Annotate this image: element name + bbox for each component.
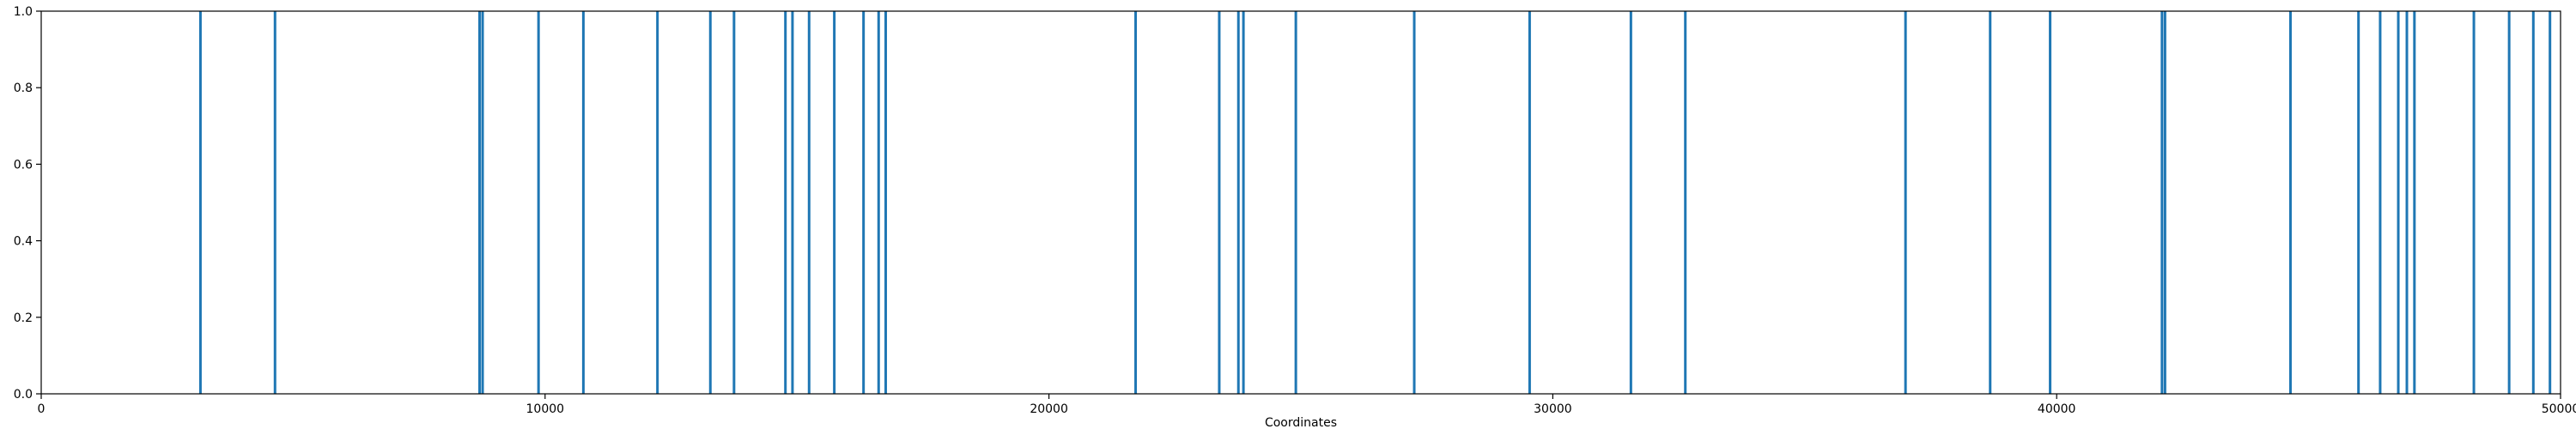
- x-tick-label: 10000: [526, 402, 565, 416]
- x-tick-label: 0: [38, 402, 46, 416]
- plot-frame: [40, 10, 2561, 395]
- y-tick-label: 0.8: [14, 82, 33, 95]
- y-tick-label: 0.4: [14, 235, 33, 249]
- x-tick-label: 20000: [1030, 402, 1068, 416]
- x-tick-label: 50000: [2542, 402, 2576, 416]
- x-axis: 0 10000 20000 30000 40000 50000: [38, 394, 2576, 416]
- y-axis: 0.0 0.2 0.4 0.6 0.8 1.0: [14, 5, 41, 402]
- x-axis-label: Coordinates: [1265, 416, 1337, 429]
- x-tick-label: 30000: [1534, 402, 1572, 416]
- y-tick-label: 1.0: [14, 5, 33, 19]
- x-tick-label: 40000: [2038, 402, 2076, 416]
- bar-series: [198, 11, 2552, 394]
- y-tick-label: 0.0: [14, 388, 33, 402]
- y-tick-label: 0.6: [14, 158, 33, 172]
- y-tick-label: 0.2: [14, 311, 33, 325]
